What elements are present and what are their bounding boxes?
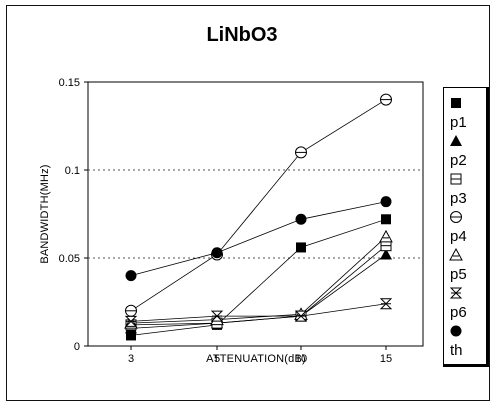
legend-svg: p1 p2 p3 p4 p5 p6 th <box>449 98 467 359</box>
data-point-th-5 <box>211 247 223 259</box>
y-tick-label: 0.15 <box>59 77 80 89</box>
data-point-th-15 <box>380 196 392 208</box>
x-axis-ticks: 3 5 10 15 <box>128 346 392 365</box>
data-point-p1-10 <box>296 242 306 253</box>
series-markers <box>124 93 393 341</box>
legend-marker-p4 <box>450 211 462 223</box>
data-point-p1-15 <box>381 214 391 225</box>
x-tick-label: 3 <box>128 353 134 365</box>
x-tick-label: 5 <box>214 353 220 365</box>
y-tick-label: 0.05 <box>59 253 80 265</box>
series-line-p5 <box>130 236 387 324</box>
legend-label-p3: p3 <box>450 190 467 207</box>
data-point-p6-5 <box>210 310 224 322</box>
legend-marker-p3 <box>450 173 462 185</box>
data-point-p2-15 <box>380 248 392 260</box>
legend-marker-p5 <box>449 247 463 261</box>
legend-marker-p2 <box>450 135 462 146</box>
x-tick-label: 15 <box>380 353 392 365</box>
y-tick-label: 0.1 <box>65 165 80 177</box>
series-lines <box>130 99 387 336</box>
plot-area <box>87 81 424 347</box>
legend-label-p6: p6 <box>450 304 467 321</box>
y-axis-label: BANDWIDTH(MHz) <box>39 164 51 263</box>
data-point-th-3 <box>125 270 137 282</box>
chart-title: LiNbO3 <box>206 24 277 46</box>
data-point-p4-10 <box>295 146 307 159</box>
legend-label-th: th <box>450 342 463 359</box>
data-point-p5-15 <box>379 229 393 243</box>
data-point-p4-15 <box>380 93 392 106</box>
x-axis-label: ATTENUATION(dB) <box>206 353 306 365</box>
data-point-p6-15 <box>379 298 393 310</box>
series-line-p3 <box>130 245 387 326</box>
x-tick-label: 10 <box>295 353 307 365</box>
legend-label-p1: p1 <box>450 114 467 131</box>
legend-marker-p1 <box>451 98 461 108</box>
data-point-p6-3 <box>124 315 138 327</box>
data-point-p1-3 <box>126 330 136 341</box>
legend-label-p5: p5 <box>450 266 467 283</box>
legend-marker-p6 <box>449 287 463 299</box>
y-axis-ticks: 0 0.05 0.1 0.15 <box>59 77 88 353</box>
legend-label-p4: p4 <box>450 228 467 245</box>
legend-label-p2: p2 <box>450 152 467 169</box>
data-point-p6-10 <box>294 310 308 322</box>
series-line-p1 <box>130 218 387 336</box>
data-point-p4-3 <box>125 304 137 317</box>
legend: p1 p2 p3 p4 p5 p6 th <box>443 87 489 367</box>
series-line-p6 <box>130 303 387 322</box>
chart-frame <box>6 5 490 401</box>
gridlines <box>88 169 423 259</box>
series-line-th <box>130 201 387 276</box>
legend-marker-th <box>450 325 462 337</box>
series-line-p4 <box>130 99 387 312</box>
data-point-th-10 <box>295 213 307 225</box>
y-tick-label: 0 <box>74 341 80 353</box>
